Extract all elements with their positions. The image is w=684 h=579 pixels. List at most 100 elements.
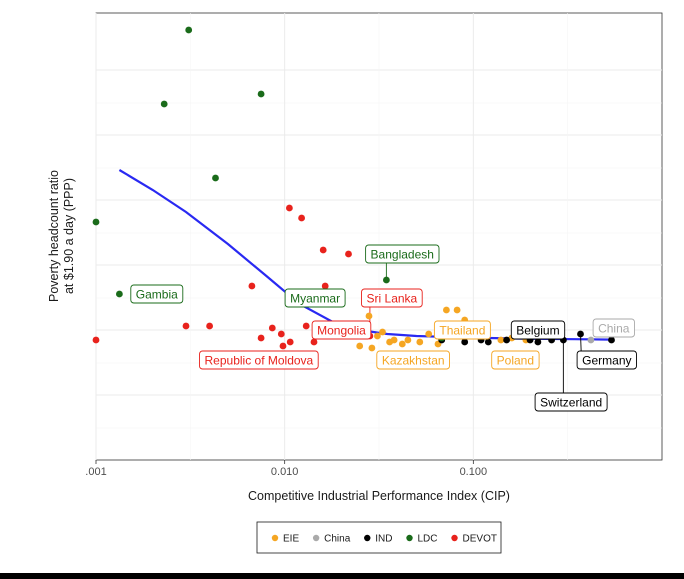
- point-eie: [390, 336, 398, 344]
- legend-label-china: China: [324, 534, 351, 545]
- point-ind: [484, 338, 492, 346]
- point-ldc: [116, 290, 123, 298]
- x-tick-label: .001: [85, 466, 106, 478]
- point-eie: [398, 340, 406, 348]
- label-mongolia: Mongolia: [311, 320, 372, 340]
- point-devot: [182, 322, 190, 330]
- grid-lines: [95, 13, 662, 460]
- label-text: Kazakhstan: [382, 353, 445, 367]
- point-eie: [425, 330, 433, 338]
- point-devot: [279, 342, 287, 350]
- point-ind: [577, 330, 584, 338]
- point-devot: [92, 336, 100, 344]
- point-ldc: [257, 90, 265, 98]
- label-text: Mongolia: [317, 323, 366, 337]
- label-bangladesh: Bangladesh: [365, 244, 440, 264]
- point-devot: [286, 204, 293, 212]
- point-eie: [453, 306, 461, 314]
- label-text: Bangladesh: [371, 247, 434, 261]
- label-box: [130, 284, 184, 304]
- point-ldc: [160, 100, 168, 108]
- legend: EIE China IND LDC DEVOT: [271, 534, 497, 545]
- label-box: [491, 350, 540, 370]
- y-axis-title-line-1: Poverty headcount ratio: [47, 170, 61, 302]
- label-text: Switzerland: [540, 395, 602, 409]
- label-republic-of-moldova: Republic of Moldova: [199, 350, 319, 370]
- label-switzerland: Switzerland: [534, 392, 608, 412]
- point-devot: [286, 338, 294, 346]
- legend-label-ind: IND: [375, 534, 392, 545]
- point-eie: [368, 344, 376, 352]
- x-tick-label: 0.010: [271, 466, 299, 478]
- label-box: [311, 320, 372, 340]
- label-box: [433, 320, 491, 340]
- label-text: Sri Lanka: [367, 291, 418, 305]
- point-devot: [206, 322, 214, 330]
- point-eie: [365, 312, 373, 320]
- point-devot: [298, 214, 305, 222]
- point-labels: Gambia Bangladesh Myanmar Sri Lanka Mongolia…: [130, 244, 637, 412]
- point-eie: [356, 342, 364, 350]
- point-devot: [268, 324, 276, 332]
- legend-label-ldc: LDC: [418, 534, 438, 545]
- y-axis-title-line-2: at $1.90 a day (PPP): [62, 178, 76, 294]
- label-belgium: Belgium: [510, 320, 566, 340]
- point-eie: [404, 336, 412, 344]
- label-text: Belgium: [516, 323, 559, 337]
- y-axis-title: Poverty headcount ratio at $1.90 a day (…: [47, 170, 76, 302]
- point-eie: [443, 306, 450, 314]
- point-devot: [310, 338, 318, 346]
- label-poland: Poland: [491, 350, 540, 370]
- x-axis-title: Competitive Industrial Performance Index…: [248, 489, 510, 503]
- legend-box: [256, 521, 502, 554]
- point-eie: [379, 328, 386, 336]
- label-sri-lanka: Sri Lanka: [361, 288, 423, 308]
- label-china: China: [592, 318, 635, 338]
- point-devot: [302, 322, 310, 330]
- point-ind: [461, 338, 469, 346]
- label-box: [199, 350, 319, 370]
- label-text: Thailand: [439, 323, 485, 337]
- point-devot: [345, 250, 352, 258]
- point-devot: [277, 330, 285, 338]
- label-box: [284, 288, 346, 308]
- point-eie: [497, 336, 505, 344]
- label-germany: Germany: [576, 350, 637, 370]
- label-myanmar: Myanmar: [284, 288, 346, 308]
- label-text: Myanmar: [290, 291, 340, 305]
- legend-label-eie: EIE: [283, 534, 299, 545]
- label-thailand: Thailand: [433, 320, 491, 340]
- legend-label-devot: DEVOT: [463, 534, 497, 545]
- label-text: Gambia: [136, 287, 178, 301]
- label-text: Germany: [582, 353, 631, 367]
- label-box: [376, 350, 450, 370]
- legend-key-china: [312, 534, 320, 542]
- point-devot: [257, 334, 265, 342]
- label-box: [576, 350, 637, 370]
- label-box: [592, 318, 635, 338]
- point-ldc: [92, 218, 100, 226]
- legend-key-ldc: [406, 534, 413, 542]
- point-ldc: [383, 276, 390, 284]
- label-text: China: [598, 321, 630, 335]
- legend-key-ind: [364, 534, 371, 542]
- point-ldc: [212, 174, 219, 182]
- legend-key-devot: [451, 534, 458, 542]
- point-devot: [248, 282, 256, 290]
- label-gambia: Gambia: [130, 284, 184, 304]
- label-text: Republic of Moldova: [205, 353, 314, 367]
- point-ind: [534, 338, 542, 346]
- label-box: [510, 320, 566, 340]
- point-ind: [608, 336, 615, 344]
- label-text: Poland: [497, 353, 534, 367]
- label-box: [361, 288, 423, 308]
- point-china: [587, 336, 595, 344]
- point-ldc: [185, 26, 193, 34]
- point-eie: [374, 332, 381, 340]
- x-axis-ticks: .001 0.010 0.100: [85, 460, 487, 478]
- label-box: [534, 392, 608, 412]
- x-tick-label: 0.100: [460, 466, 488, 478]
- point-eie: [416, 338, 424, 346]
- point-devot: [321, 282, 329, 290]
